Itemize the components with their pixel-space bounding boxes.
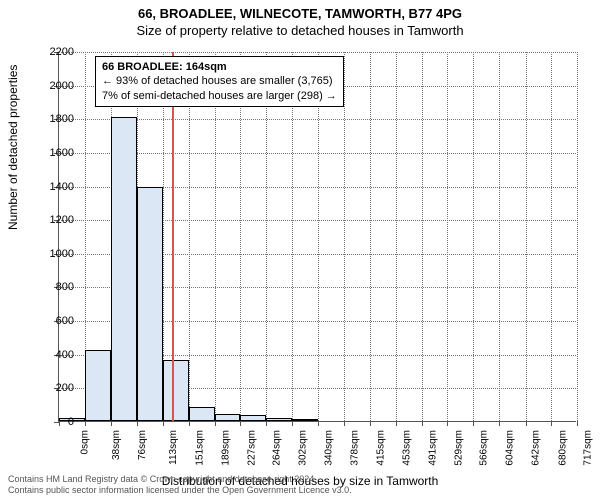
xtick-mark <box>215 421 216 426</box>
gridline-v <box>551 52 552 421</box>
xtick-label: 680sqm <box>557 430 568 466</box>
xtick-mark <box>111 421 112 426</box>
xtick-mark <box>526 421 527 426</box>
gridline-v <box>370 52 371 421</box>
xtick-mark <box>189 421 190 426</box>
page-title: 66, BROADLEE, WILNECOTE, TAMWORTH, B77 4… <box>0 6 600 21</box>
ytick-label: 600 <box>34 315 74 327</box>
ytick-label: 800 <box>34 281 74 293</box>
ytick-label: 400 <box>34 349 74 361</box>
xtick-label: 113sqm <box>167 430 178 465</box>
ytick-label: 0 <box>34 416 74 428</box>
gridline-v <box>499 52 500 421</box>
xtick-label: 264sqm <box>272 430 283 466</box>
ytick-label: 1800 <box>34 113 74 125</box>
annotation-title: 66 BROADLEE: 164sqm <box>102 60 337 74</box>
xtick-label: 0sqm <box>79 430 90 454</box>
ytick-label: 1400 <box>34 181 74 193</box>
histogram-bar <box>137 187 163 421</box>
histogram-bar <box>85 350 111 421</box>
xtick-label: 378sqm <box>350 430 361 466</box>
reference-line <box>172 52 174 421</box>
footer-line2: Contains public sector information licen… <box>8 485 352 496</box>
xtick-label: 340sqm <box>324 430 335 466</box>
xtick-label: 604sqm <box>505 430 516 466</box>
gridline-v <box>473 52 474 421</box>
gridline-v <box>189 52 190 421</box>
ytick-label: 2000 <box>34 80 74 92</box>
ytick-label: 200 <box>34 382 74 394</box>
xtick-label: 189sqm <box>220 430 231 466</box>
xtick-mark <box>577 421 578 426</box>
ytick-label: 1200 <box>34 214 74 226</box>
xtick-mark <box>447 421 448 426</box>
xtick-label: 415sqm <box>375 430 386 466</box>
gridline-v <box>577 52 578 421</box>
xtick-mark <box>163 421 164 426</box>
ytick-label: 2200 <box>34 46 74 58</box>
plot-area: 66 BROADLEE: 164sqm ← 93% of detached ho… <box>58 52 576 422</box>
xtick-mark <box>473 421 474 426</box>
histogram-bar <box>111 117 136 421</box>
annotation-box: 66 BROADLEE: 164sqm ← 93% of detached ho… <box>95 56 344 107</box>
xtick-label: 227sqm <box>246 430 257 466</box>
gridline-v <box>215 52 216 421</box>
gridline-v <box>292 52 293 421</box>
gridline-v <box>422 52 423 421</box>
xtick-mark <box>344 421 345 426</box>
gridline-v <box>344 52 345 421</box>
footer-line1: Contains HM Land Registry data © Crown c… <box>8 474 352 485</box>
xtick-label: 76sqm <box>137 430 148 460</box>
gridline-v <box>526 52 527 421</box>
histogram-bar <box>266 418 292 421</box>
xtick-label: 491sqm <box>427 430 438 466</box>
histogram-bar <box>292 419 318 421</box>
xtick-mark <box>370 421 371 426</box>
xtick-mark <box>551 421 552 426</box>
xtick-label: 151sqm <box>194 430 205 466</box>
xtick-mark <box>137 421 138 426</box>
chart-area: 66 BROADLEE: 164sqm ← 93% of detached ho… <box>58 52 576 422</box>
histogram-bar <box>215 414 240 421</box>
histogram-bar <box>163 360 189 421</box>
xtick-mark <box>266 421 267 426</box>
annotation-line2: 7% of semi-detached houses are larger (2… <box>102 90 337 102</box>
xtick-mark <box>499 421 500 426</box>
xtick-mark <box>422 421 423 426</box>
page-subtitle: Size of property relative to detached ho… <box>0 23 600 38</box>
histogram-bar <box>240 415 266 421</box>
gridline-v <box>396 52 397 421</box>
ytick-label: 1600 <box>34 147 74 159</box>
xtick-mark <box>240 421 241 426</box>
xtick-label: 38sqm <box>111 430 122 460</box>
xtick-mark <box>85 421 86 426</box>
xtick-mark <box>318 421 319 426</box>
histogram-bar <box>189 407 215 421</box>
xtick-label: 453sqm <box>401 430 412 466</box>
footer: Contains HM Land Registry data © Crown c… <box>8 474 352 496</box>
gridline-v <box>318 52 319 421</box>
annotation-line1: ← 93% of detached houses are smaller (3,… <box>102 75 333 87</box>
title-block: 66, BROADLEE, WILNECOTE, TAMWORTH, B77 4… <box>0 0 600 38</box>
gridline-v <box>266 52 267 421</box>
xtick-mark <box>292 421 293 426</box>
xtick-label: 529sqm <box>454 430 465 466</box>
xtick-label: 642sqm <box>531 430 542 466</box>
y-axis-label: Number of detached properties <box>6 65 20 230</box>
gridline-v <box>447 52 448 421</box>
ytick-label: 1000 <box>34 248 74 260</box>
xtick-label: 717sqm <box>583 430 594 466</box>
xtick-label: 302sqm <box>298 430 309 466</box>
gridline-v <box>240 52 241 421</box>
xtick-label: 566sqm <box>479 430 490 466</box>
xtick-mark <box>396 421 397 426</box>
